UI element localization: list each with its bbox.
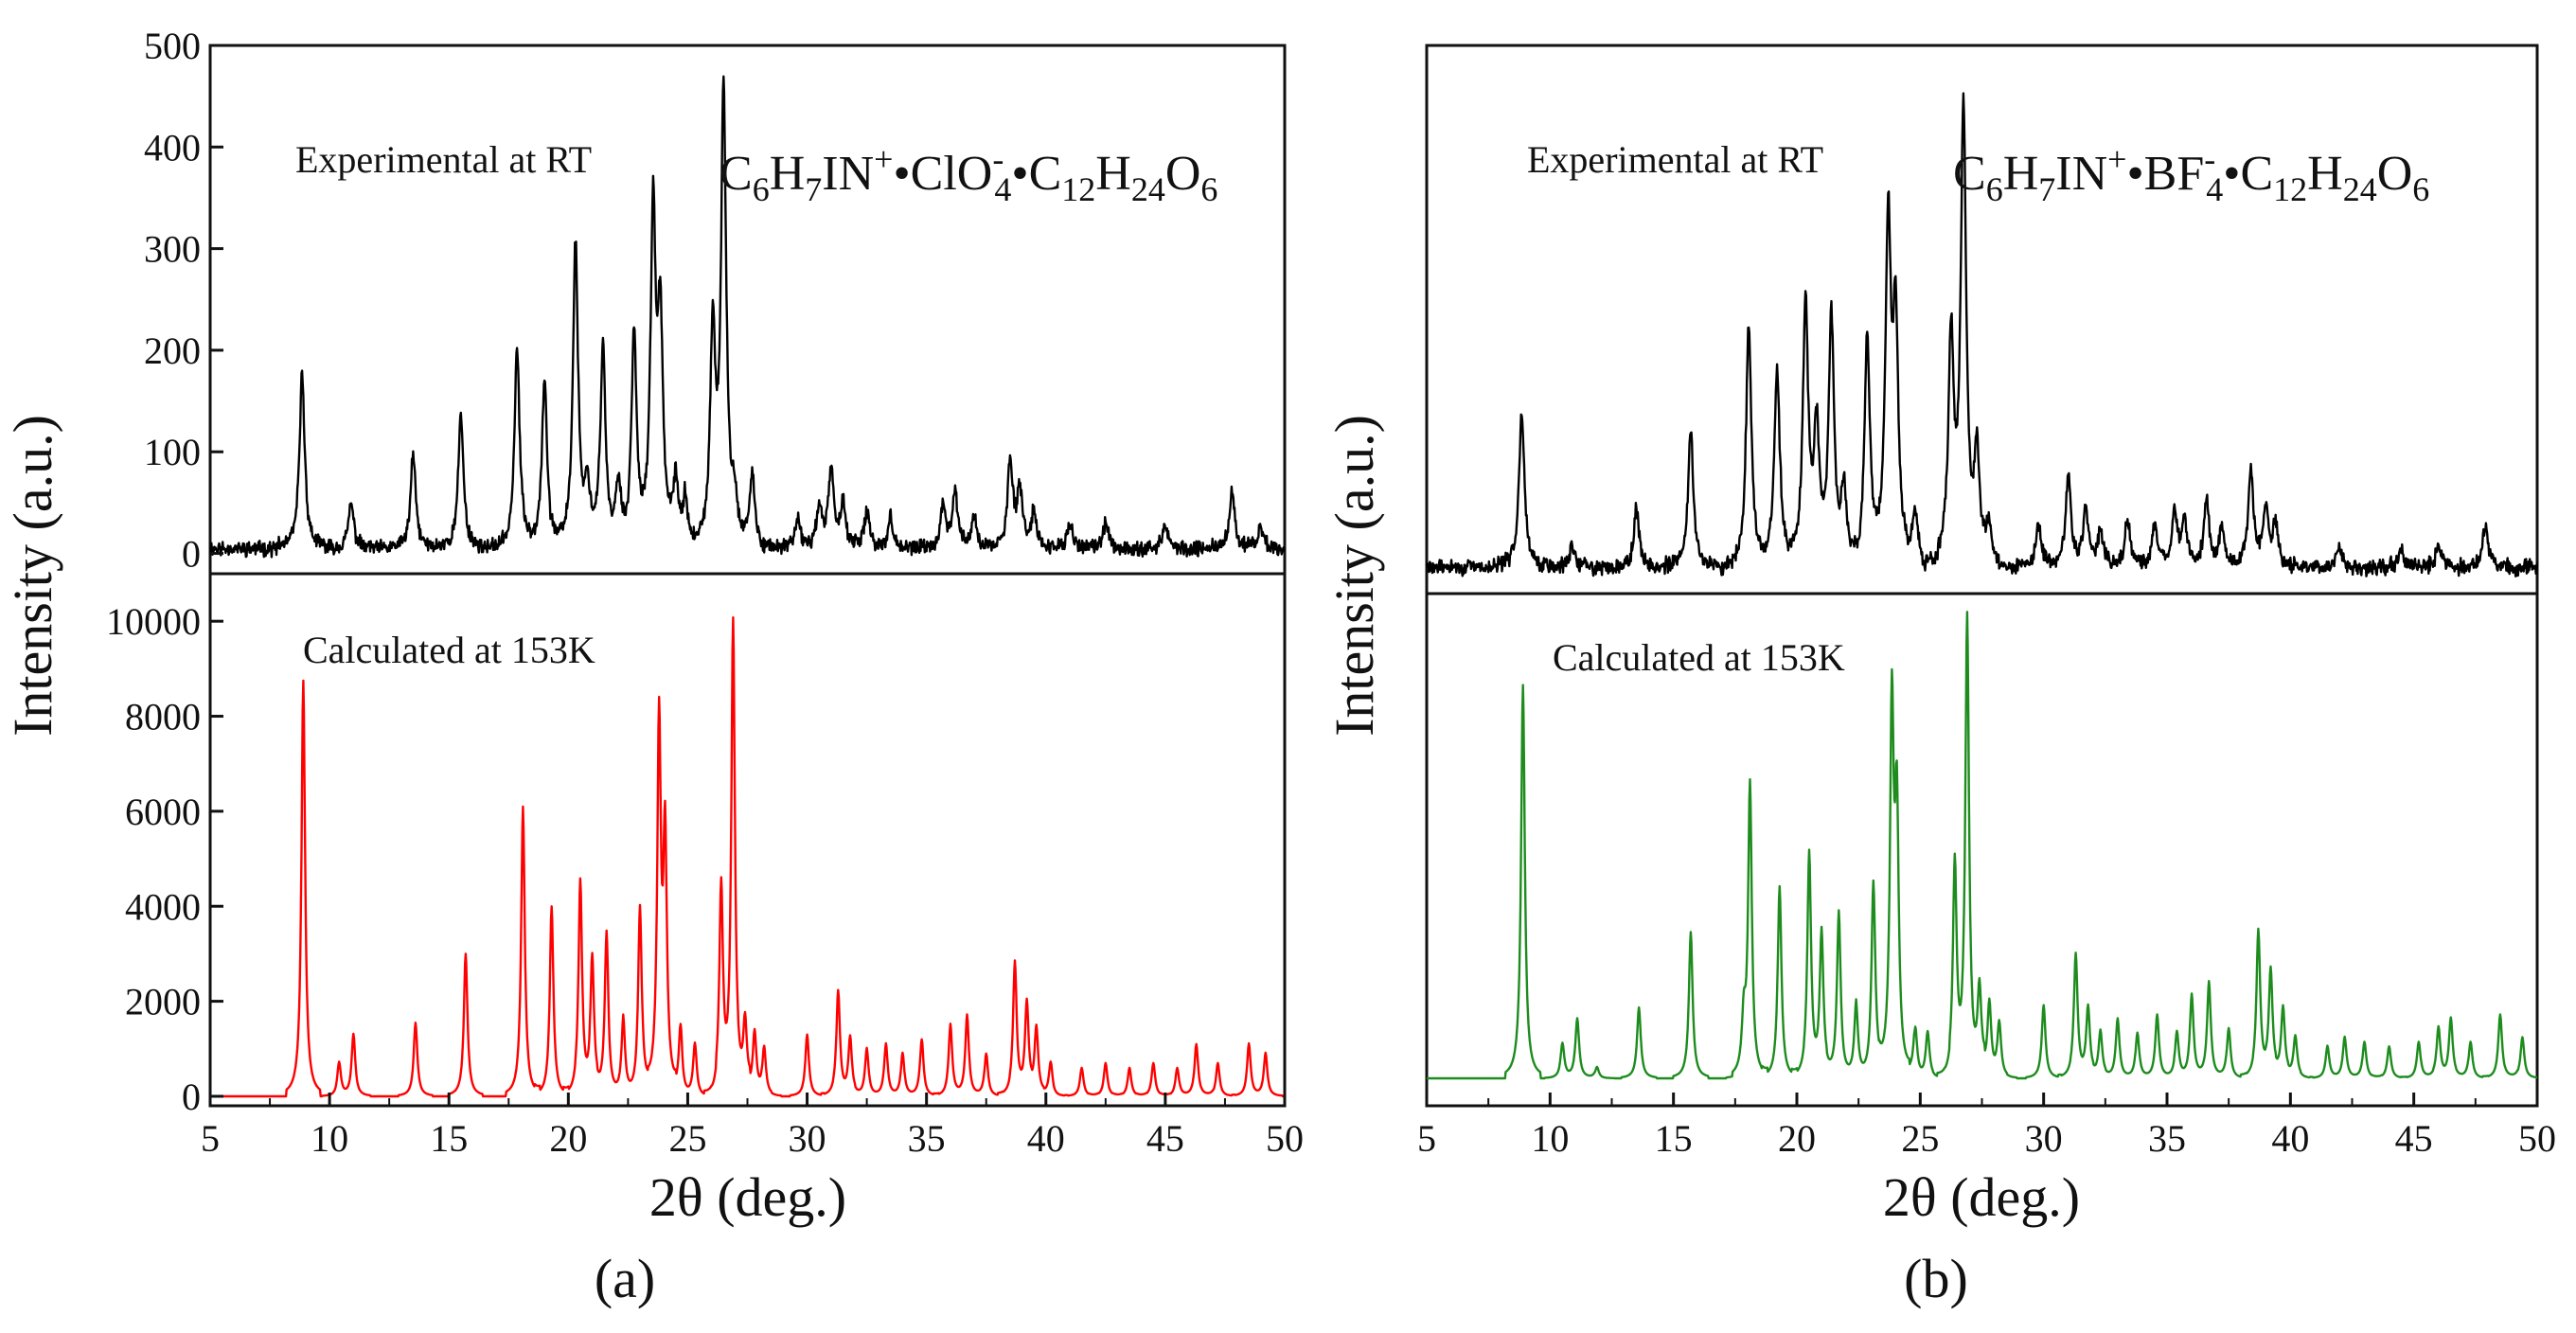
panel-a-frame bbox=[208, 44, 1287, 1108]
y-tick-label: 100 bbox=[144, 431, 201, 473]
panel-label-b: (b) bbox=[1904, 1248, 1968, 1309]
panel-b-x-axis: 5 10 15 20 25 30 35 40 45 50 bbox=[1417, 1093, 2556, 1160]
calculated-pattern-line bbox=[1426, 611, 2538, 1080]
x-tick-label: 15 bbox=[1655, 1117, 1693, 1160]
y-axis-title: Intensity (a.u.) bbox=[1324, 415, 1385, 737]
experimental-label: Experimental at RT bbox=[1527, 138, 1823, 181]
x-tick-label: 45 bbox=[1146, 1117, 1184, 1160]
y-tick-label: 200 bbox=[144, 329, 201, 372]
panel-label-a: (a) bbox=[595, 1248, 655, 1309]
y-tick-label: 8000 bbox=[125, 696, 201, 738]
x-tick-label: 30 bbox=[789, 1117, 826, 1160]
formula-annotation: C6H7IN+•ClO-4•C12H24O6 bbox=[720, 140, 1217, 208]
panel-a-experimental-y-axis: 0 100 200 300 400 500 bbox=[144, 25, 223, 576]
panel-a-x-axis: 5 10 15 20 25 30 35 40 45 50 bbox=[201, 1093, 1304, 1160]
x-tick-label: 40 bbox=[2271, 1117, 2309, 1160]
y-tick-label: 400 bbox=[144, 126, 201, 169]
x-axis-title: 2θ (deg.) bbox=[649, 1166, 846, 1228]
x-tick-label: 45 bbox=[2395, 1117, 2433, 1160]
x-tick-label: 50 bbox=[1266, 1117, 1304, 1160]
x-tick-label: 25 bbox=[668, 1117, 706, 1160]
y-tick-label: 4000 bbox=[125, 885, 201, 928]
panel-a-calculated-plot bbox=[209, 616, 1286, 1098]
x-tick-label: 20 bbox=[549, 1117, 587, 1160]
x-tick-label: 5 bbox=[201, 1117, 220, 1160]
y-axis-title: Intensity (a.u.) bbox=[2, 415, 63, 737]
experimental-pattern-line bbox=[209, 75, 1287, 559]
y-tick-label: 0 bbox=[182, 533, 201, 576]
x-tick-label: 35 bbox=[908, 1117, 946, 1160]
calculated-pattern-line bbox=[209, 616, 1286, 1098]
experimental-pattern-line bbox=[1425, 92, 2539, 578]
panel-a-calculated-y-axis: 0 2000 4000 6000 8000 10000 bbox=[106, 600, 223, 1118]
x-axis-title: 2θ (deg.) bbox=[1883, 1166, 2080, 1228]
y-tick-label: 2000 bbox=[125, 981, 201, 1023]
calculated-label: Calculated at 153K bbox=[303, 629, 595, 671]
x-tick-label: 40 bbox=[1027, 1117, 1065, 1160]
formula-annotation: C6H7IN+•BF-4•C12H24O6 bbox=[1953, 140, 2429, 208]
x-tick-label: 5 bbox=[1417, 1117, 1436, 1160]
y-tick-label: 0 bbox=[182, 1075, 201, 1118]
y-tick-label: 500 bbox=[144, 25, 201, 67]
panel-a: 5 10 15 20 25 30 35 40 45 50 0 100 200 300 400 500 0 20… bbox=[2, 25, 1304, 1309]
x-tick-label: 25 bbox=[1901, 1117, 1939, 1160]
panel-b-calculated-plot bbox=[1426, 611, 2538, 1080]
y-tick-label: 6000 bbox=[125, 791, 201, 833]
x-tick-label: 50 bbox=[2518, 1117, 2556, 1160]
panel-a-experimental-plot bbox=[209, 75, 1287, 559]
x-tick-label: 20 bbox=[1778, 1117, 1816, 1160]
x-tick-label: 30 bbox=[2025, 1117, 2063, 1160]
x-tick-label: 35 bbox=[2148, 1117, 2186, 1160]
panel-b-experimental-plot bbox=[1425, 92, 2539, 578]
panel-b: 5 10 15 20 25 30 35 40 45 50 Experimental at RT C… bbox=[1324, 44, 2556, 1309]
x-tick-label: 15 bbox=[430, 1117, 468, 1160]
x-tick-label: 10 bbox=[1531, 1117, 1569, 1160]
y-tick-label: 300 bbox=[144, 228, 201, 271]
y-tick-label: 10000 bbox=[106, 600, 201, 643]
experimental-label: Experimental at RT bbox=[295, 138, 592, 181]
calculated-label: Calculated at 153K bbox=[1553, 636, 1845, 679]
x-tick-label: 10 bbox=[311, 1117, 348, 1160]
